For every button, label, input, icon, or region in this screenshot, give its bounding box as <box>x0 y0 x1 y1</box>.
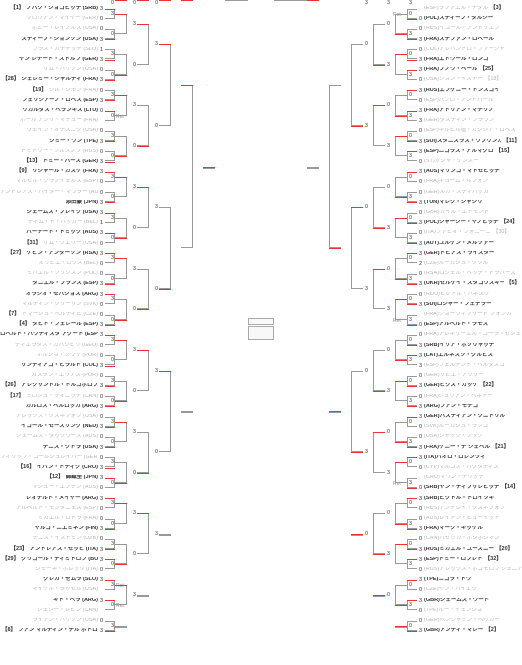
final-box-top <box>248 318 274 325</box>
final-box <box>248 326 274 340</box>
